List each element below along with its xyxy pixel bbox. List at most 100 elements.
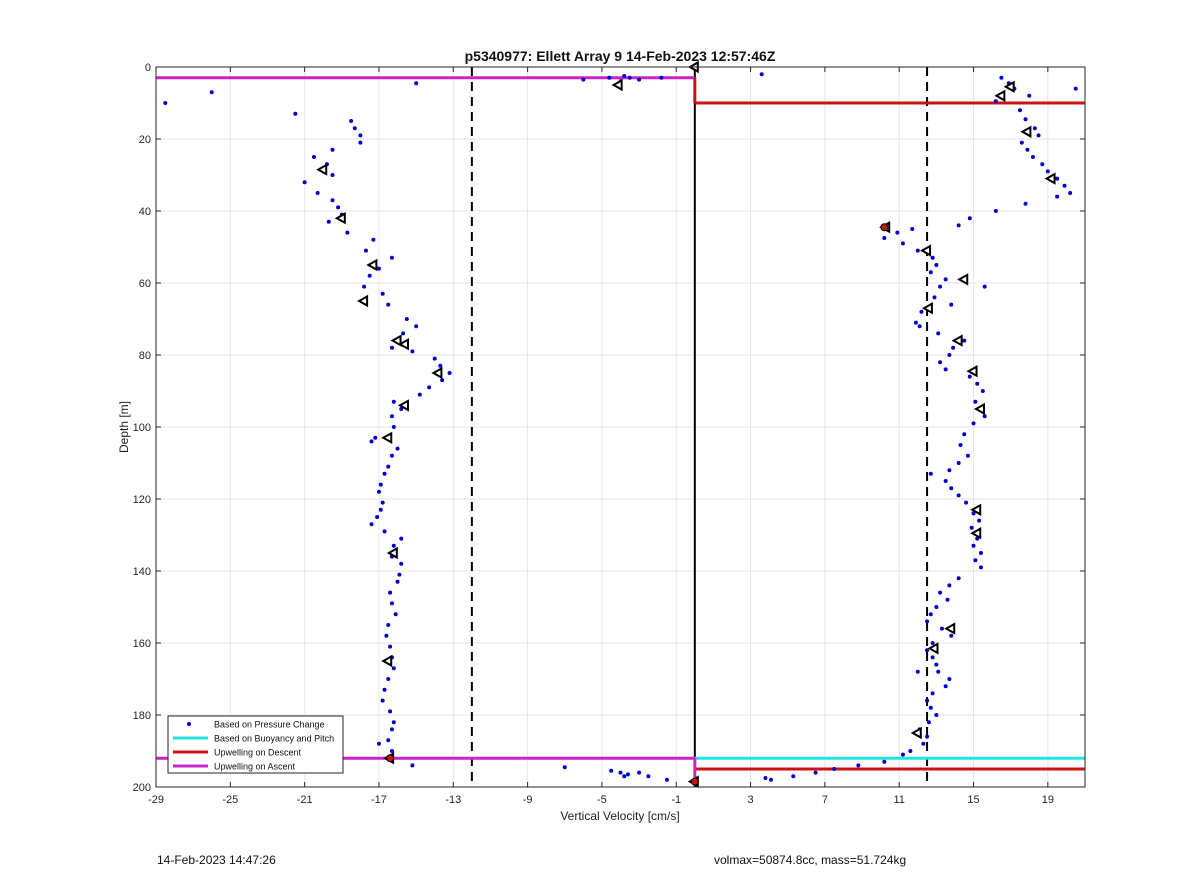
data-point (627, 75, 632, 80)
data-point (311, 155, 316, 159)
data-point (938, 590, 943, 595)
data-point (943, 367, 948, 372)
data-point (386, 302, 391, 307)
data-point (975, 381, 980, 386)
data-point (391, 425, 396, 429)
x-tick-label: -1 (671, 794, 681, 806)
legend-label: Upwelling on Ascent (214, 762, 296, 772)
x-tick-label: 11 (893, 794, 904, 806)
data-point (293, 111, 298, 116)
footer-info: volmax=50874.8cc, mass=51.724kg (714, 853, 907, 867)
data-point (980, 389, 985, 393)
triangle-marker (1044, 172, 1056, 185)
data-point (949, 633, 954, 638)
data-point (908, 749, 913, 753)
data-point (962, 338, 967, 343)
data-point (386, 677, 391, 681)
data-point (373, 435, 378, 440)
y-tick-label: 120 (133, 494, 151, 506)
data-point (1055, 176, 1060, 181)
data-point (791, 774, 796, 779)
data-point (427, 385, 432, 390)
data-point (447, 371, 452, 375)
data-point (330, 147, 335, 152)
data-point (375, 515, 380, 519)
data-point (1055, 194, 1060, 199)
data-point (1017, 108, 1022, 113)
data-point (440, 378, 445, 383)
data-point (926, 720, 931, 725)
data-point (882, 759, 887, 764)
data-point (947, 583, 952, 588)
legend-label: Upwelling on Descent (214, 748, 302, 758)
data-point (900, 752, 905, 757)
data-point (417, 392, 422, 397)
triangle-marker (431, 366, 443, 380)
data-point (971, 511, 976, 516)
data-point (401, 331, 406, 336)
triangle-marker (386, 546, 398, 560)
data-point (925, 734, 930, 739)
data-point (956, 223, 961, 228)
y-tick-label: 180 (133, 710, 151, 722)
data-point (163, 101, 168, 105)
data-point (763, 776, 768, 780)
data-point (943, 479, 948, 483)
data-point (1073, 86, 1078, 91)
data-point (1045, 169, 1050, 174)
data-point (900, 241, 905, 246)
data-point (915, 669, 920, 674)
triangle-marker (397, 399, 409, 412)
data-point (928, 705, 933, 710)
data-point (386, 738, 391, 743)
data-point (768, 777, 773, 782)
data-point (971, 421, 976, 426)
data-point (345, 230, 350, 235)
data-point (947, 677, 952, 681)
footer-timestamp: 14-Feb-2023 14:47:26 (157, 853, 276, 867)
data-point (376, 489, 381, 494)
data-point (391, 720, 396, 725)
data-point (382, 471, 387, 476)
legend-symbol (187, 722, 191, 726)
data-point (609, 768, 614, 773)
data-point (384, 633, 389, 638)
data-point (934, 713, 939, 717)
data-point (391, 543, 396, 548)
data-point (964, 500, 969, 505)
data-point (622, 74, 627, 78)
triangle-marker (381, 654, 393, 668)
data-point (856, 763, 861, 768)
triangle-markers (316, 60, 1056, 788)
data-point (951, 345, 956, 350)
data-point (1023, 201, 1028, 206)
data-point (358, 133, 363, 138)
data-point (813, 770, 818, 775)
data-point (371, 237, 376, 242)
data-point (349, 119, 354, 123)
data-point (956, 493, 961, 498)
data-point (389, 255, 394, 260)
data-point (1027, 93, 1032, 98)
x-tick-label: -13 (445, 794, 461, 806)
data-point (982, 414, 987, 419)
triangle-marker (316, 163, 328, 176)
data-point (932, 295, 937, 300)
data-point (882, 236, 887, 240)
data-point (973, 399, 978, 404)
data-point (432, 356, 437, 361)
data-point (336, 205, 341, 210)
data-point (363, 248, 368, 253)
triangle-marker (366, 258, 378, 272)
data-point (637, 77, 642, 82)
data-point (378, 507, 383, 512)
x-tick-label: -21 (297, 794, 313, 806)
data-point (1068, 191, 1073, 195)
data-point (956, 461, 961, 465)
data-point (369, 439, 374, 444)
data-point (930, 655, 935, 660)
data-point (930, 691, 935, 696)
data-point (921, 741, 926, 746)
data-point (389, 727, 394, 732)
